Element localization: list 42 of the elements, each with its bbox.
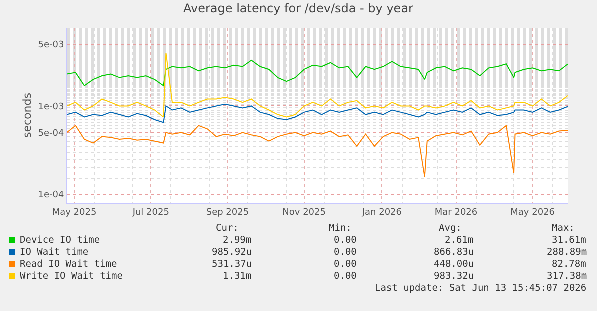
line-series [67, 52, 568, 118]
x-tick-label: Nov 2025 [282, 208, 326, 218]
x-tick-label: May 2025 [52, 208, 97, 218]
text: 2.61m [445, 235, 474, 246]
line-series [67, 104, 568, 124]
line-series [67, 125, 568, 178]
text: 866.83u [434, 247, 474, 258]
x-tick-label: May 2026 [510, 208, 556, 218]
legend-label: IO Wait time [20, 247, 89, 258]
text: 82.78m [552, 259, 587, 270]
legend-label: Write IO Wait time [20, 271, 124, 282]
text: 1.31m [223, 271, 252, 282]
y-tick-label: 1e-03 [38, 102, 64, 112]
text: Max: [552, 223, 575, 234]
text: Min: [329, 223, 352, 234]
y-axis-title: seconds [20, 92, 34, 138]
text: 0.00 [334, 235, 358, 246]
text: Avg: [439, 223, 462, 234]
chart-title: Average latency for /dev/sda - by year [184, 1, 414, 16]
x-tick-label: Jul 2025 [132, 208, 170, 218]
text: 2.99m [223, 235, 252, 246]
x-tick-label: Mar 2026 [434, 208, 478, 218]
text: Cur: [216, 223, 239, 234]
text: 531.37u [212, 259, 252, 270]
text: 0.00 [334, 247, 358, 258]
line-series [67, 60, 568, 86]
y-tick-label: 5e-04 [38, 128, 64, 139]
text: 985.92u [212, 247, 252, 258]
text: 448.00u [434, 259, 474, 270]
y-tick-label: 1e-04 [38, 190, 64, 201]
text: 317.38m [547, 271, 588, 282]
x-tick-label: Jan 2026 [361, 208, 402, 218]
x-tick-label: Sep 2025 [206, 208, 250, 218]
text: 31.61m [552, 235, 587, 246]
legend-label: Read IO Wait time [20, 259, 118, 270]
text: 288.89m [547, 247, 588, 258]
y-tick-label: 5e-03 [38, 40, 64, 51]
legend-label: Device IO time [20, 235, 100, 246]
text: 0.00 [334, 271, 358, 282]
text: 0.00 [334, 259, 358, 270]
text: 983.32u [434, 271, 474, 282]
text: Last update: Sat Jun 13 15:45:07 2026 [375, 283, 587, 294]
